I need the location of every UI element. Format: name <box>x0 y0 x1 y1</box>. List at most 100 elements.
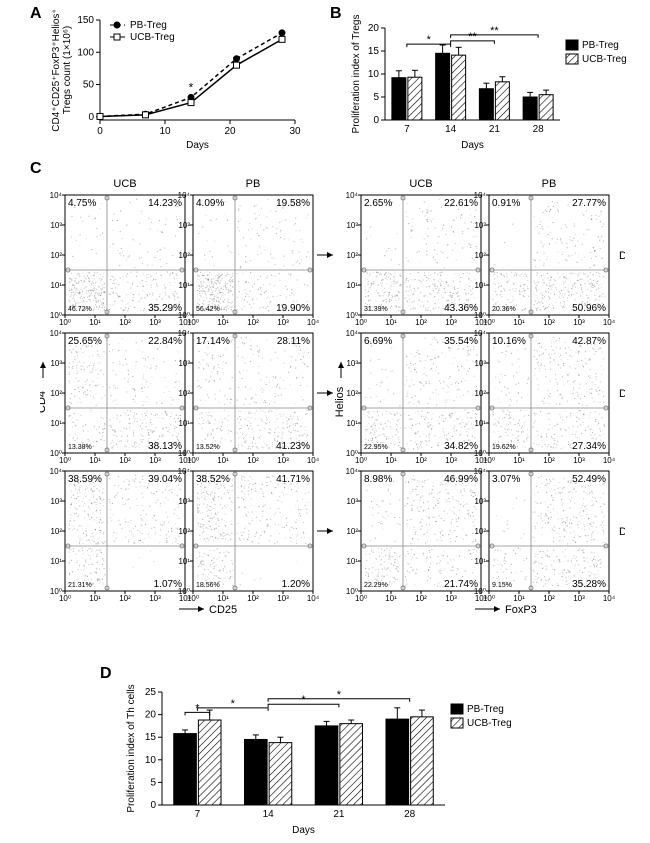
svg-text:10³: 10³ <box>50 359 62 368</box>
svg-text:30: 30 <box>289 126 301 137</box>
svg-text:4.09%: 4.09% <box>196 198 224 209</box>
svg-text:10¹: 10¹ <box>89 594 101 603</box>
svg-text:10⁴: 10⁴ <box>474 191 487 200</box>
svg-text:UCB-Treg: UCB-Treg <box>130 32 175 43</box>
svg-text:10⁴: 10⁴ <box>346 191 359 200</box>
svg-text:19.62%: 19.62% <box>492 444 516 451</box>
svg-text:28.11%: 28.11% <box>277 336 310 347</box>
svg-text:10⁰: 10⁰ <box>50 311 62 320</box>
svg-text:31.39%: 31.39% <box>364 306 388 313</box>
svg-text:Days: Days <box>186 140 209 150</box>
svg-text:10³: 10³ <box>445 594 457 603</box>
svg-text:10: 10 <box>159 126 171 137</box>
svg-text:10⁴: 10⁴ <box>603 318 616 327</box>
svg-text:13.52%: 13.52% <box>196 444 220 451</box>
svg-text:27.77%: 27.77% <box>572 198 606 209</box>
svg-text:10³: 10³ <box>277 318 289 327</box>
svg-text:10²: 10² <box>50 527 62 536</box>
svg-text:10¹: 10¹ <box>178 281 190 290</box>
svg-text:10¹: 10¹ <box>474 419 486 428</box>
svg-text:41.23%: 41.23% <box>276 441 310 452</box>
svg-text:PB: PB <box>246 178 261 190</box>
svg-text:10⁰: 10⁰ <box>474 311 486 320</box>
svg-text:10¹: 10¹ <box>513 318 525 327</box>
svg-text:22.95%: 22.95% <box>364 444 388 451</box>
svg-text:56.42%: 56.42% <box>196 306 220 313</box>
svg-text:10¹: 10¹ <box>217 456 229 465</box>
svg-text:UCB: UCB <box>113 178 136 190</box>
svg-text:10³: 10³ <box>573 318 585 327</box>
svg-text:10⁴: 10⁴ <box>346 329 359 338</box>
svg-text:19.90%: 19.90% <box>276 303 310 314</box>
svg-text:**: ** <box>490 25 499 37</box>
svg-text:10³: 10³ <box>573 456 585 465</box>
svg-text:10³: 10³ <box>50 221 62 230</box>
svg-text:10¹: 10¹ <box>50 419 62 428</box>
svg-text:10³: 10³ <box>178 359 190 368</box>
svg-text:UCB-Treg: UCB-Treg <box>582 54 627 65</box>
svg-text:10³: 10³ <box>149 318 161 327</box>
svg-text:7: 7 <box>404 124 410 135</box>
svg-text:10⁰: 10⁰ <box>178 449 190 458</box>
svg-text:10⁰: 10⁰ <box>346 587 358 596</box>
svg-text:10³: 10³ <box>50 497 62 506</box>
svg-text:*: * <box>189 80 194 94</box>
svg-text:10²: 10² <box>119 594 131 603</box>
svg-text:10¹: 10¹ <box>474 281 486 290</box>
svg-text:10.16%: 10.16% <box>492 336 526 347</box>
panel-d-chart: 05101520257142128Proliferation index of … <box>120 670 540 835</box>
svg-text:D14: D14 <box>619 388 625 400</box>
svg-text:10⁰: 10⁰ <box>50 587 62 596</box>
svg-text:Tregs count (1×10⁶): Tregs count (1×10⁶) <box>62 26 73 115</box>
svg-text:4.75%: 4.75% <box>68 198 96 209</box>
svg-text:10⁴: 10⁴ <box>307 318 320 327</box>
svg-text:25.65%: 25.65% <box>68 336 102 347</box>
panel-c-grid: UCBPBUCBPB4.75%14.23%46.72%35.29%10⁰10⁰1… <box>40 175 625 655</box>
svg-text:10²: 10² <box>346 389 358 398</box>
svg-text:10¹: 10¹ <box>50 557 62 566</box>
svg-text:0: 0 <box>97 126 103 137</box>
svg-text:10²: 10² <box>247 456 259 465</box>
svg-text:10²: 10² <box>178 251 190 260</box>
svg-text:10¹: 10¹ <box>385 594 397 603</box>
svg-text:10¹: 10¹ <box>50 281 62 290</box>
svg-text:42.87%: 42.87% <box>572 336 606 347</box>
svg-text:10⁴: 10⁴ <box>178 329 191 338</box>
svg-text:20.36%: 20.36% <box>492 306 516 313</box>
svg-text:6.69%: 6.69% <box>364 336 392 347</box>
svg-text:10¹: 10¹ <box>178 419 190 428</box>
svg-text:27.34%: 27.34% <box>572 441 606 452</box>
svg-text:10²: 10² <box>178 389 190 398</box>
svg-text:10²: 10² <box>415 456 427 465</box>
svg-text:10⁴: 10⁴ <box>50 191 63 200</box>
svg-text:10⁰: 10⁰ <box>50 449 62 458</box>
svg-text:10: 10 <box>368 69 380 80</box>
svg-text:PB-Treg: PB-Treg <box>130 20 167 31</box>
svg-text:46.72%: 46.72% <box>68 306 92 313</box>
svg-text:10³: 10³ <box>346 221 358 230</box>
svg-text:10⁰: 10⁰ <box>178 311 190 320</box>
panel-b-chart: 051015207142128Proliferation index of Tr… <box>345 10 635 150</box>
panel-d-label: D <box>100 665 112 683</box>
svg-text:0: 0 <box>373 115 379 126</box>
svg-text:10²: 10² <box>50 251 62 260</box>
svg-text:10²: 10² <box>346 251 358 260</box>
svg-text:10¹: 10¹ <box>217 318 229 327</box>
svg-text:10¹: 10¹ <box>513 456 525 465</box>
svg-text:10¹: 10¹ <box>89 318 101 327</box>
svg-text:10¹: 10¹ <box>346 419 358 428</box>
svg-text:Days: Days <box>461 140 484 150</box>
svg-text:17.14%: 17.14% <box>196 336 230 347</box>
svg-text:10²: 10² <box>119 456 131 465</box>
svg-text:13.38%: 13.38% <box>68 444 92 451</box>
svg-text:10³: 10³ <box>445 456 457 465</box>
svg-text:21: 21 <box>489 124 501 135</box>
panel-a-label: A <box>30 5 42 23</box>
svg-text:10³: 10³ <box>445 318 457 327</box>
svg-text:14: 14 <box>445 124 457 135</box>
svg-text:10²: 10² <box>50 389 62 398</box>
svg-text:19.58%: 19.58% <box>276 198 310 209</box>
svg-text:10⁴: 10⁴ <box>50 329 63 338</box>
svg-text:10²: 10² <box>247 318 259 327</box>
svg-text:28: 28 <box>533 124 545 135</box>
